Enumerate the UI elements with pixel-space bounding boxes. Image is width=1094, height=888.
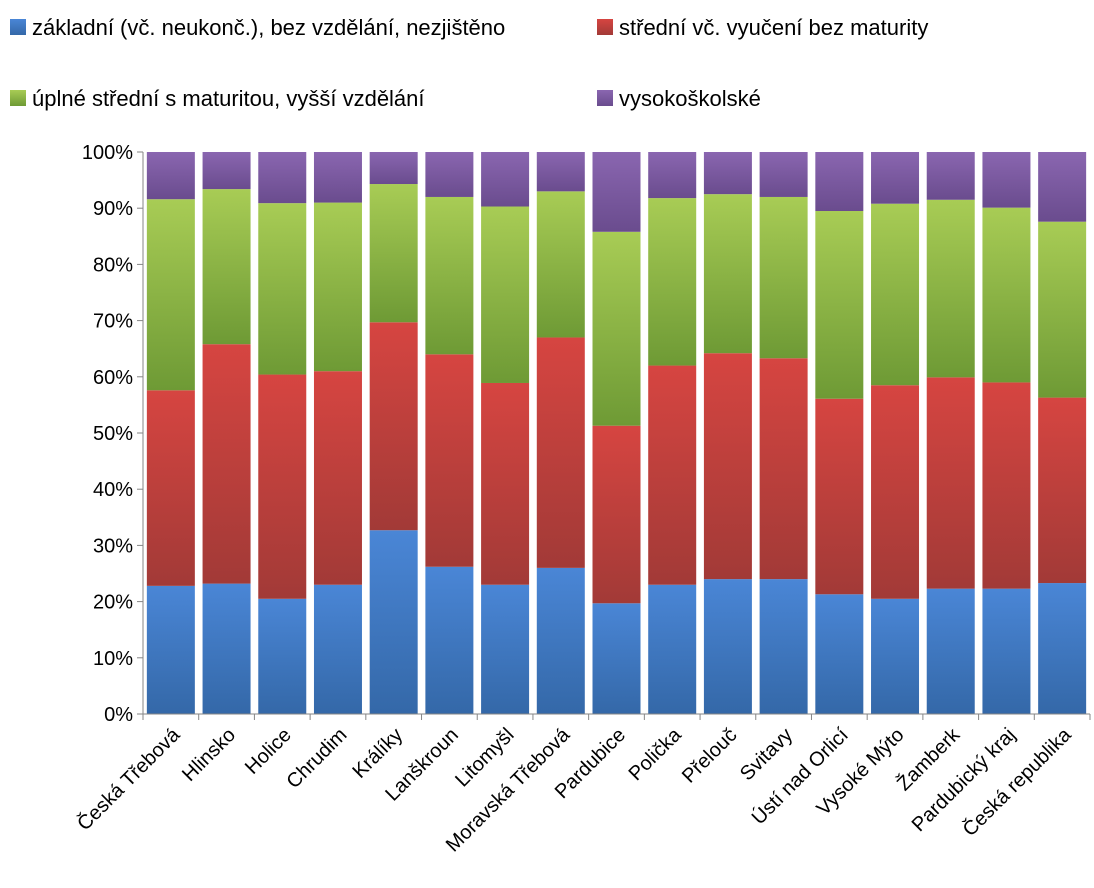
- y-tick-label: 30%: [93, 535, 133, 557]
- y-tick-label: 50%: [93, 423, 133, 445]
- bar-segment: [369, 530, 418, 714]
- bar-segment: [1038, 397, 1087, 584]
- y-axis: 0% 10% 20% 30% 40% 50% 60% 70% 80% 90% 100%: [82, 142, 144, 726]
- bar-segment: [258, 152, 307, 204]
- bar-segment: [146, 585, 195, 714]
- bar-segment: [815, 594, 864, 714]
- legend-swatch: [10, 90, 26, 106]
- bar-segment: [313, 152, 362, 203]
- bar-segment: [425, 196, 474, 355]
- bar-segment: [481, 206, 530, 383]
- legend-swatch: [597, 19, 613, 35]
- bar-segment: [369, 152, 418, 185]
- bar-segment: [425, 354, 474, 567]
- y-tick-label: 90%: [93, 198, 133, 220]
- bar-segment: [815, 211, 864, 399]
- bar-segment: [926, 152, 975, 200]
- x-tick-label: Česká Třebová: [72, 723, 185, 836]
- bar-segment: [759, 579, 808, 714]
- bar-segment: [1038, 583, 1087, 714]
- x-tick-label: Chrudim: [283, 724, 352, 793]
- bar-segment: [871, 152, 920, 204]
- bars: [146, 152, 1087, 714]
- legend-label: základní (vč. neukonč.), bez vzdělání, n…: [32, 15, 505, 40]
- bar-segment: [202, 152, 251, 190]
- bar-segment: [313, 584, 362, 714]
- bar-segment: [871, 385, 920, 599]
- bar-segment: [648, 365, 697, 585]
- bar-segment: [258, 374, 307, 599]
- bar-segment: [759, 358, 808, 580]
- legend-label: úplné střední s maturitou, vyšší vzdělán…: [32, 86, 425, 111]
- bar-segment: [313, 371, 362, 585]
- bar-segment: [425, 566, 474, 714]
- bar-segment: [536, 191, 585, 338]
- bar-segment: [871, 598, 920, 714]
- y-tick-label: 10%: [93, 648, 133, 670]
- legend-swatch: [10, 19, 26, 35]
- legend-swatch: [597, 90, 613, 106]
- bar-segment: [926, 588, 975, 714]
- bar-segment: [926, 199, 975, 378]
- legend: základní (vč. neukonč.), bez vzdělání, n…: [10, 15, 928, 111]
- bar-segment: [982, 588, 1031, 714]
- bar-segment: [202, 344, 251, 584]
- y-tick-label: 100%: [82, 142, 133, 164]
- bar-segment: [592, 152, 641, 232]
- bar-segment: [481, 584, 530, 714]
- bar-segment: [258, 598, 307, 714]
- bar-segment: [369, 322, 418, 531]
- bar-segment: [703, 579, 752, 714]
- bar-segment: [258, 203, 307, 375]
- bar-segment: [982, 382, 1031, 589]
- legend-label: vysokoškolské: [619, 86, 761, 111]
- bar-segment: [703, 353, 752, 580]
- bar-segment: [146, 390, 195, 586]
- bar-segment: [592, 425, 641, 604]
- bar-segment: [146, 199, 195, 391]
- bar-segment: [536, 152, 585, 192]
- y-tick-label: 60%: [93, 367, 133, 389]
- bar-segment: [146, 152, 195, 200]
- bar-segment: [648, 198, 697, 366]
- x-tick-label: Polička: [625, 723, 687, 785]
- bar-segment: [425, 152, 474, 197]
- bar-segment: [369, 184, 418, 323]
- x-tick-label: Ústí nad Orlicí: [747, 723, 853, 829]
- bar-segment: [982, 207, 1031, 383]
- bar-segment: [648, 152, 697, 199]
- bar-segment: [481, 382, 530, 585]
- x-tick-label: Přelouč: [678, 724, 742, 788]
- bar-segment: [815, 398, 864, 595]
- bar-segment: [481, 152, 530, 207]
- bar-segment: [703, 194, 752, 354]
- bar-segment: [313, 202, 362, 372]
- bar-segment: [648, 584, 697, 714]
- legend-label: střední vč. vyučení bez maturity: [619, 15, 928, 40]
- y-tick-label: 20%: [93, 592, 133, 614]
- bar-segment: [1038, 221, 1087, 398]
- bar-segment: [592, 603, 641, 714]
- bar-segment: [982, 152, 1031, 208]
- bar-segment: [871, 203, 920, 386]
- y-tick-label: 40%: [93, 479, 133, 501]
- bar-segment: [759, 196, 808, 359]
- bar-segment: [703, 152, 752, 195]
- y-tick-label: 80%: [93, 254, 133, 276]
- bar-segment: [815, 152, 864, 212]
- bar-segment: [202, 189, 251, 345]
- bar-segment: [1038, 152, 1087, 222]
- bar-segment: [202, 583, 251, 714]
- x-tick-label: Hlinsko: [178, 724, 240, 786]
- bar-segment: [536, 567, 585, 714]
- x-tick-label: Holice: [241, 724, 296, 779]
- y-tick-label: 70%: [93, 311, 133, 333]
- bar-segment: [759, 152, 808, 197]
- bar-segment: [536, 337, 585, 568]
- y-tick-label: 0%: [104, 704, 133, 726]
- bar-segment: [592, 231, 641, 426]
- bar-segment: [926, 377, 975, 589]
